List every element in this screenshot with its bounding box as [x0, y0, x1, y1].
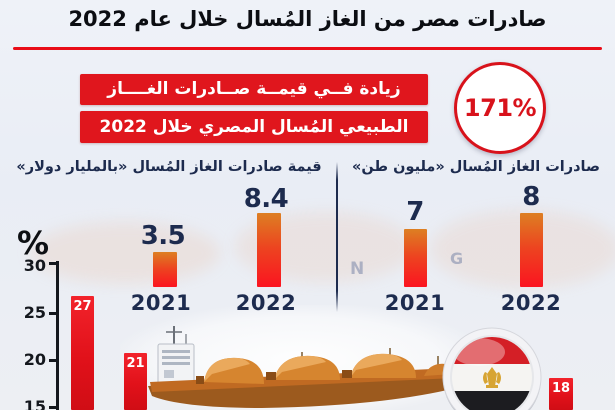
volume-chart-year-2022: 2022	[500, 291, 562, 315]
volume-chart-label-2022: 8	[522, 182, 540, 212]
egypt-flag-badge	[442, 327, 542, 410]
volume-chart-year-2021: 2021	[384, 291, 446, 315]
percentage-badge-value: 171%	[463, 94, 537, 122]
section-divider	[336, 162, 338, 312]
growth-bar-27-label: 27	[73, 299, 92, 314]
axis-tick-25	[49, 312, 57, 315]
growth-bar-21-label: 21	[126, 356, 145, 371]
growth-bar-18-label: 18	[551, 381, 571, 396]
lng-tanker-ship-image	[148, 326, 456, 408]
axis-tick-label-25: 25	[23, 303, 46, 322]
value-chart-year-2022: 2022	[235, 291, 297, 315]
value-chart-year-2021: 2021	[130, 291, 192, 315]
percent-axis-line	[56, 261, 59, 410]
value-chart-bar-2022	[257, 213, 281, 287]
volume-chart-bar-2022	[520, 213, 543, 287]
axis-tick-label-15: 15	[23, 397, 46, 410]
watermark-letter-n: N	[350, 259, 365, 279]
watermark-blob-left	[30, 222, 220, 284]
axis-tick-15	[49, 406, 57, 409]
title-underline	[13, 47, 602, 50]
value-chart-label-2021: 3.5	[140, 221, 186, 251]
axis-tick-30	[49, 262, 57, 265]
section-title-value-chart: قيمة صادرات الغاز المُسال «بالمليار دولا…	[16, 159, 322, 175]
value-chart-bar-2021	[153, 252, 177, 287]
highlight-text-line1: زيادة فــي قيمــة صــادرات الغــــاز	[80, 74, 428, 105]
growth-bar-18: 18	[549, 378, 573, 410]
page-title: صادرات مصر من الغاز المُسال خلال عام 202…	[68, 7, 547, 31]
watermark-letter-g: G	[450, 249, 464, 268]
percentage-badge: 171%	[454, 62, 546, 154]
axis-tick-label-30: 30	[23, 256, 46, 275]
highlight-text-line2: الطبيعي المُسال المصري خلال 2022	[80, 111, 428, 143]
volume-chart-bar-2021	[404, 229, 427, 287]
growth-bar-27: 27	[71, 296, 94, 410]
percent-axis-label: %	[17, 224, 50, 262]
axis-tick-20	[49, 359, 57, 362]
section-title-volume-chart: صادرات الغاز المُسال «مليون طن»	[351, 159, 600, 175]
growth-bar-21: 21	[124, 353, 147, 410]
value-chart-label-2022: 8.4	[243, 184, 289, 214]
volume-chart-label-2021: 7	[406, 197, 424, 227]
axis-tick-label-20: 20	[23, 350, 46, 369]
